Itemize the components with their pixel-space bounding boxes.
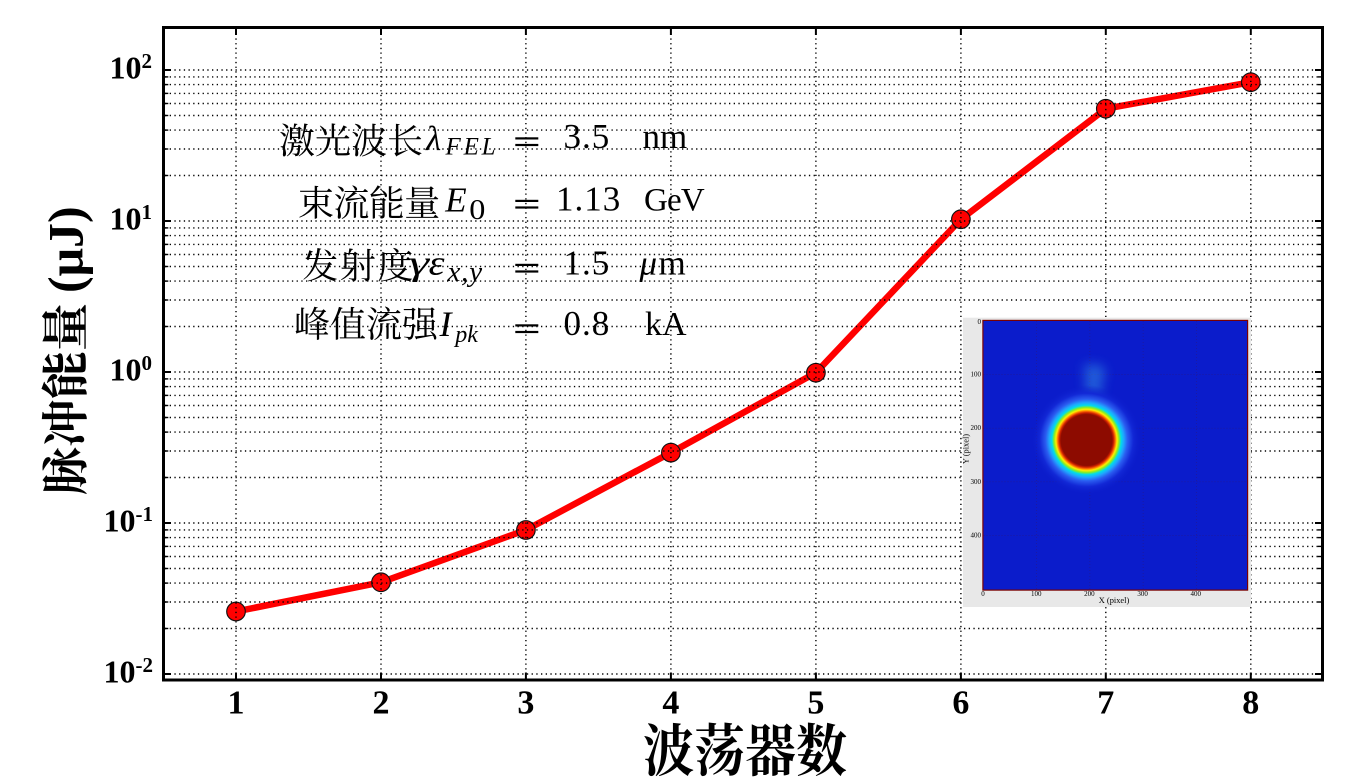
- svg-text:pk: pk: [453, 322, 478, 348]
- svg-text:1: 1: [228, 685, 245, 722]
- svg-text:0: 0: [469, 194, 485, 226]
- svg-text:0: 0: [981, 590, 985, 598]
- svg-text:200: 200: [1084, 590, 1095, 598]
- svg-text:0.8: 0.8: [564, 304, 611, 343]
- svg-text:4: 4: [662, 685, 679, 722]
- svg-text:10: 10: [110, 200, 142, 236]
- svg-text:2: 2: [142, 49, 153, 73]
- svg-text:γ: γ: [409, 244, 431, 283]
- svg-text:10: 10: [104, 653, 136, 689]
- svg-text:(μJ): (μJ): [38, 206, 94, 293]
- svg-text:0: 0: [978, 318, 982, 326]
- svg-text:2: 2: [373, 685, 390, 722]
- svg-text:1.5: 1.5: [564, 244, 611, 283]
- svg-text:6: 6: [952, 685, 969, 722]
- svg-text:X (pixel): X (pixel): [1099, 596, 1130, 605]
- svg-text:FEL: FEL: [445, 134, 499, 161]
- svg-text:200: 200: [971, 424, 982, 432]
- svg-text:100: 100: [971, 371, 982, 379]
- svg-text:8: 8: [1242, 685, 1259, 722]
- svg-text:m: m: [659, 244, 686, 283]
- svg-text:300: 300: [1137, 590, 1148, 598]
- svg-text:ε: ε: [429, 244, 445, 283]
- svg-text:GeV: GeV: [644, 183, 705, 219]
- svg-text:nm: nm: [643, 117, 688, 156]
- svg-text:E: E: [444, 181, 466, 220]
- svg-text:100: 100: [1031, 590, 1042, 598]
- svg-text:10: 10: [110, 49, 142, 85]
- svg-text:5: 5: [807, 685, 824, 722]
- svg-text:-1: -1: [136, 502, 154, 526]
- svg-text:7: 7: [1097, 685, 1114, 722]
- svg-text:Y (pixel): Y (pixel): [962, 434, 971, 464]
- svg-text:10: 10: [104, 502, 136, 538]
- svg-text:400: 400: [971, 531, 982, 539]
- svg-text:kA: kA: [645, 306, 687, 343]
- svg-text:400: 400: [1191, 590, 1202, 598]
- svg-text:300: 300: [971, 478, 982, 486]
- svg-text:0: 0: [142, 351, 153, 375]
- svg-text:3.5: 3.5: [564, 117, 611, 156]
- svg-text:1: 1: [142, 200, 153, 224]
- svg-text:3: 3: [517, 685, 534, 722]
- svg-text:λ: λ: [425, 119, 441, 158]
- svg-text:1.13: 1.13: [556, 180, 621, 219]
- svg-text:I: I: [439, 304, 454, 344]
- svg-text:-2: -2: [136, 653, 154, 677]
- svg-text:10: 10: [110, 351, 142, 387]
- svg-text:μ: μ: [639, 244, 658, 283]
- svg-text:x,y: x,y: [447, 256, 483, 288]
